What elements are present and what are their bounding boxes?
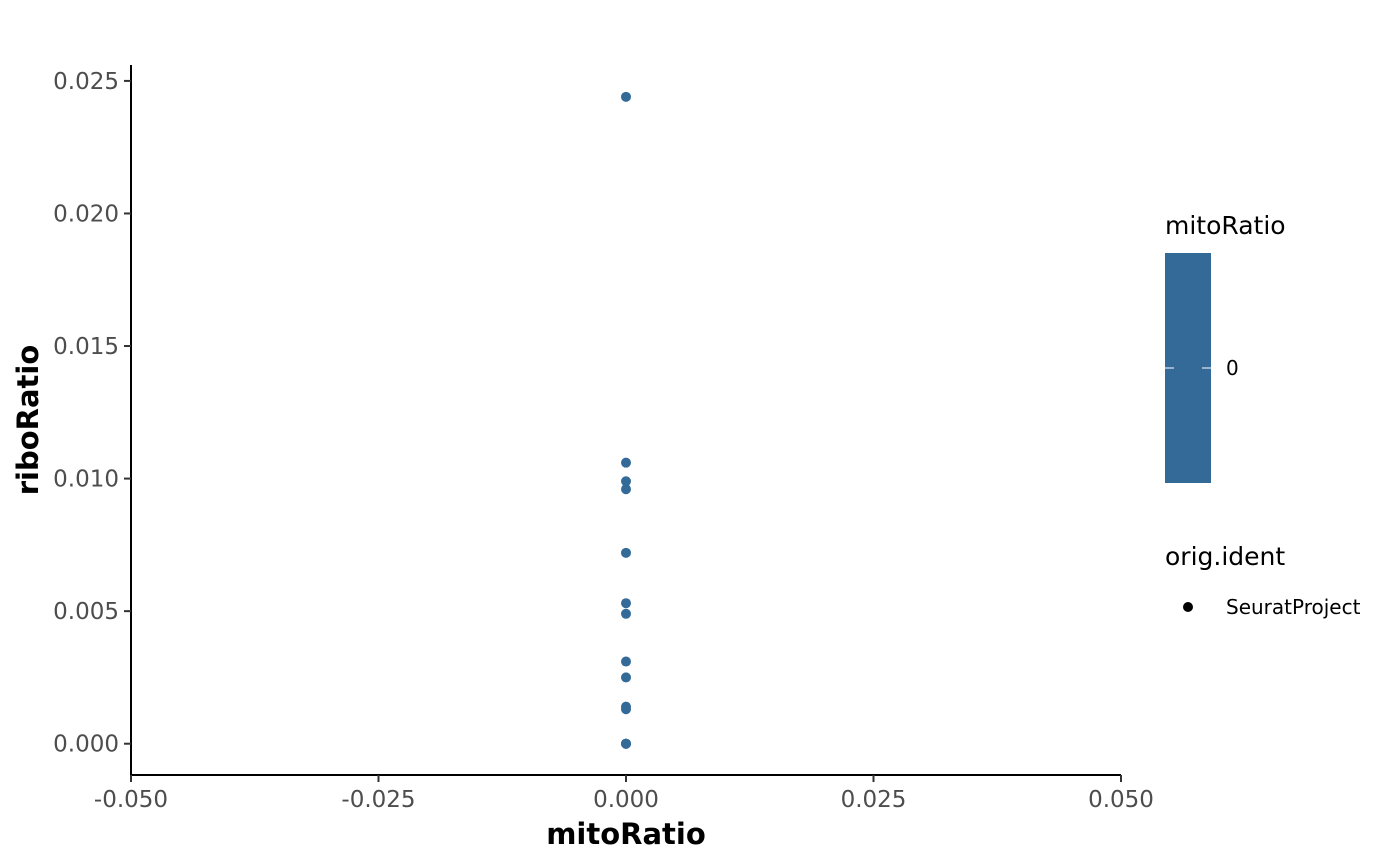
y-tick-label: 0.025 xyxy=(53,69,119,95)
data-point xyxy=(621,738,631,749)
x-tick-label: 0.050 xyxy=(1088,787,1154,813)
data-point xyxy=(621,704,631,715)
x-tick-label: -0.025 xyxy=(341,787,415,813)
x-tick-label: 0.000 xyxy=(593,787,659,813)
y-axis-title: riboRatio xyxy=(11,345,45,496)
y-tick-label: 0.000 xyxy=(53,732,119,758)
legend: mitoRatio 0 orig.ident SeuratProject xyxy=(1165,211,1361,619)
y-tick-label: 0.020 xyxy=(53,201,119,227)
legend-label-seuratproject: SeuratProject xyxy=(1226,595,1361,619)
data-point xyxy=(621,608,631,619)
data-point xyxy=(621,484,631,495)
data-point xyxy=(621,656,631,667)
y-tick-label: 0.015 xyxy=(53,334,119,360)
data-point xyxy=(621,91,631,102)
axes: 0.000 0.005 0.010 0.015 0.020 0.025 -0.050 -0.0… xyxy=(11,65,1154,851)
legend-title-shape: orig.ident xyxy=(1165,542,1285,571)
y-tick-label: 0.005 xyxy=(53,599,119,625)
y-tick-label: 0.010 xyxy=(53,467,119,493)
x-tick-label: 0.025 xyxy=(841,787,907,813)
data-point xyxy=(621,598,631,609)
data-point xyxy=(621,457,631,468)
data-point xyxy=(621,547,631,558)
data-point xyxy=(621,476,631,487)
data-points xyxy=(621,91,631,749)
legend-key-point xyxy=(1183,602,1193,612)
x-tick-label: -0.050 xyxy=(94,787,168,813)
legend-title-color: mitoRatio xyxy=(1165,211,1286,240)
data-point xyxy=(621,672,631,683)
colorbar-label: 0 xyxy=(1226,356,1239,380)
x-axis-title: mitoRatio xyxy=(546,817,706,851)
